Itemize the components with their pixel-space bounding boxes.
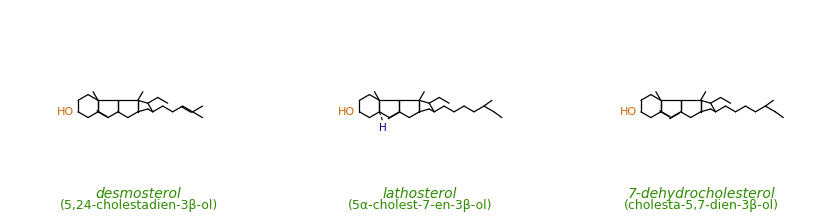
Text: (cholesta-5,7-dien-3β-ol): (cholesta-5,7-dien-3β-ol) xyxy=(624,199,779,212)
Text: H: H xyxy=(379,123,386,133)
Text: desmosterol: desmosterol xyxy=(96,187,181,202)
Text: HO: HO xyxy=(620,107,637,117)
Text: HO: HO xyxy=(339,107,355,117)
Text: (5,24-cholestadien-3β-ol): (5,24-cholestadien-3β-ol) xyxy=(60,199,218,212)
Text: 7-dehydrocholesterol: 7-dehydrocholesterol xyxy=(627,187,775,202)
Text: (5α-cholest-7-en-3β-ol): (5α-cholest-7-en-3β-ol) xyxy=(348,199,492,212)
Text: HO: HO xyxy=(57,107,74,117)
Text: lathosterol: lathosterol xyxy=(383,187,457,202)
